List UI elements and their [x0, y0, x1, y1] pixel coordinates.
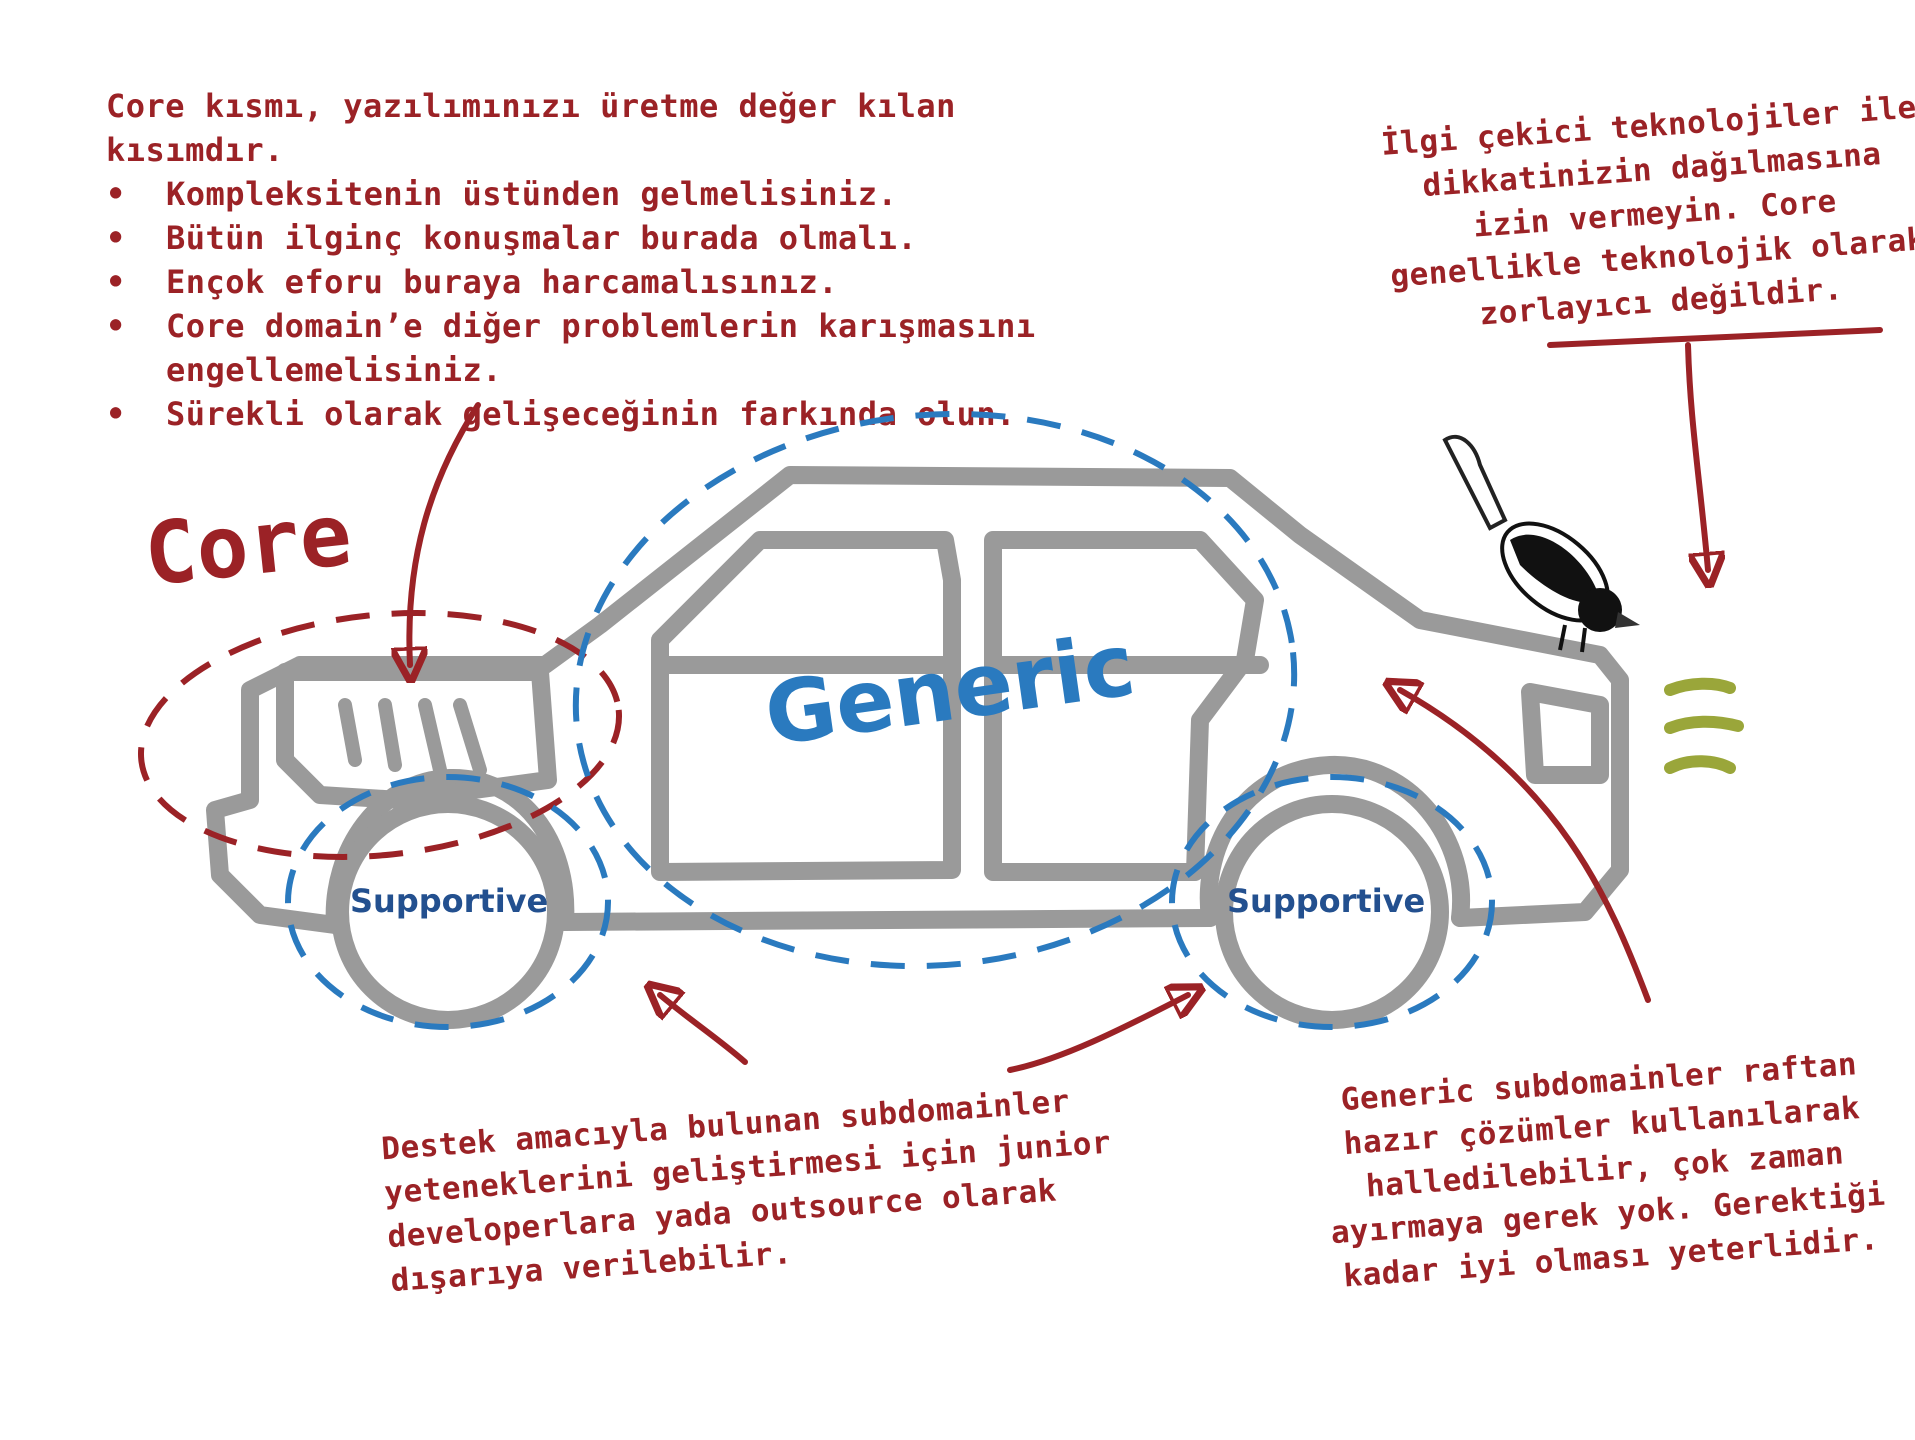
generic-note-arrow — [1400, 690, 1651, 1003]
supportive-label-left: Supportive — [350, 882, 548, 920]
core-notes-lead: Core kısmı, yazılımınızı üretme değer kı… — [106, 87, 956, 169]
generic-boundary — [572, 410, 1298, 970]
generic-note: Generic subdomainler raftan hazır çözüml… — [1329, 1046, 1887, 1295]
core-notes-arrow — [409, 402, 481, 665]
core-notes: Core kısmı, yazılımınızı üretme değer kı… — [106, 84, 1086, 436]
supportive-boundary-right — [1169, 774, 1495, 1030]
core-note-bullet: Bütün ilginç konuşmalar burada olmalı. — [106, 216, 1086, 260]
support-note-arrow-rear — [1007, 995, 1188, 1073]
tail-light — [1521, 683, 1609, 784]
tech-note-arrow — [1547, 327, 1883, 570]
support-note-arrow-front — [660, 995, 748, 1065]
rear-door — [984, 531, 1264, 881]
core-note-bullet: Core domain’e diğer problemlerin karışma… — [106, 304, 1086, 392]
annotation-arrows — [409, 327, 1883, 1073]
core-boundary — [137, 610, 623, 860]
rear-wheel — [1215, 795, 1449, 1029]
front-wheel — [331, 795, 565, 1029]
supportive-boundary-left — [285, 774, 611, 1030]
core-note-bullet: Kompleksitenin üstünden gelmelisiniz. — [106, 172, 1086, 216]
magpie-icon — [1442, 434, 1640, 653]
rear-wheel-arch — [1199, 755, 1471, 927]
core-notes-list: Kompleksitenin üstünden gelmelisiniz. Bü… — [106, 172, 1086, 436]
engine-detail — [338, 698, 487, 777]
core-label: Core — [140, 485, 356, 606]
core-note-bullet: Sürekli olarak gelişeceğinin farkında ol… — [106, 392, 1086, 436]
front-door — [651, 531, 961, 881]
core-note-bullet: Ençok eforu buraya harcamalısınız. — [106, 260, 1086, 304]
engine-block — [276, 663, 557, 809]
motion-lines-icon — [1664, 677, 1744, 774]
supportive-label-right: Supportive — [1227, 882, 1425, 920]
